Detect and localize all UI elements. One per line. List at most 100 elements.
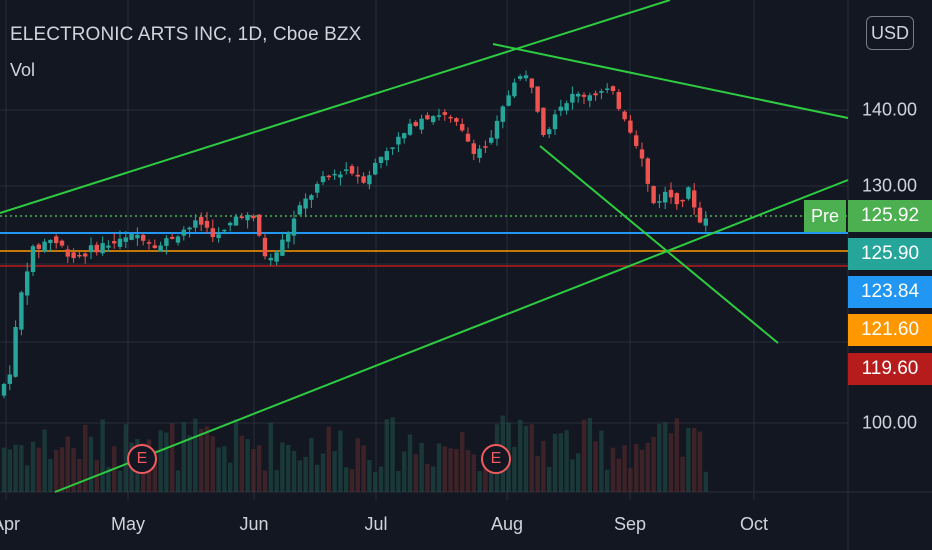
- candle-body: [454, 118, 459, 122]
- volume-bar: [83, 424, 88, 492]
- candle-body: [367, 175, 372, 185]
- candle-body: [639, 149, 645, 159]
- candle-body: [570, 93, 575, 103]
- volume-bar: [570, 459, 575, 492]
- candle-body: [645, 158, 650, 184]
- volume-bar: [25, 465, 30, 492]
- candle-body: [94, 244, 99, 253]
- volume-bar: [106, 467, 111, 492]
- candle-body: [703, 218, 708, 226]
- candle-body: [425, 115, 430, 120]
- volume-bar: [390, 417, 395, 492]
- price-tag-blue: 123.84: [848, 276, 932, 308]
- volume-bar: [657, 424, 662, 492]
- candle-body: [651, 186, 656, 204]
- earnings-marker[interactable]: E: [127, 444, 157, 474]
- candle-body: [222, 229, 227, 232]
- candle-body: [320, 176, 326, 183]
- volume-label: Vol: [10, 60, 36, 80]
- volume-bar: [529, 424, 534, 492]
- volume-bar: [199, 428, 204, 492]
- volume-bar: [541, 440, 546, 492]
- earnings-marker[interactable]: E: [481, 444, 511, 474]
- x-tick-label: Aug: [490, 514, 524, 534]
- trendlines: [0, 0, 849, 493]
- volume-bar: [280, 442, 285, 492]
- candle-body: [599, 91, 604, 93]
- candle-body: [262, 237, 268, 257]
- volume-bar: [523, 425, 529, 492]
- candle-body: [448, 116, 453, 119]
- candle-body: [407, 123, 413, 135]
- candle-body: [610, 86, 616, 92]
- volume-bar: [436, 443, 442, 492]
- candle-body: [268, 257, 273, 261]
- candle-body: [83, 253, 88, 257]
- volume-bar: [222, 446, 227, 492]
- volume-bar: [291, 450, 297, 492]
- volume-bar: [193, 418, 198, 492]
- candle-body: [77, 254, 82, 257]
- volume-bar: [320, 453, 326, 492]
- x-tick-label: Apr: [0, 514, 21, 534]
- candle-body: [564, 103, 569, 111]
- volume-bar: [407, 434, 413, 492]
- candle-body: [152, 245, 157, 249]
- candle-body: [7, 374, 12, 384]
- candle-body: [158, 245, 163, 252]
- volume-bar: [36, 447, 41, 492]
- price-tag-last: 125.90: [848, 238, 932, 270]
- volume-bar: [170, 423, 175, 492]
- volume-bar: [471, 454, 476, 492]
- volume-bar: [123, 424, 128, 492]
- candle-body: [547, 129, 552, 135]
- volume-bar: [349, 469, 355, 492]
- candle-body: [204, 220, 210, 228]
- x-tick-label: Jun: [239, 514, 269, 534]
- volume-bar: [378, 466, 384, 492]
- volume-bar: [344, 467, 349, 492]
- volume-bar: [448, 448, 453, 492]
- volume-bar: [703, 471, 708, 492]
- volume-bar: [431, 466, 436, 492]
- candle-body: [19, 292, 24, 330]
- candle-body: [239, 216, 244, 218]
- premarket-label: Pre: [804, 200, 846, 232]
- candle-body: [657, 201, 662, 203]
- volume-bar: [442, 446, 447, 492]
- candle-body: [622, 111, 627, 120]
- x-tick-label: May: [110, 514, 146, 534]
- volume-bar: [164, 432, 169, 492]
- candle-body: [233, 216, 239, 226]
- volume-bar: [605, 469, 610, 492]
- price-tag-premarket: 125.92: [848, 200, 932, 232]
- volume-bar: [547, 466, 552, 492]
- candle-body: [483, 146, 488, 148]
- candle-body: [419, 118, 424, 130]
- candle-body: [593, 93, 598, 96]
- volume-bar: [686, 428, 691, 492]
- candle-body: [558, 106, 563, 111]
- candle-body: [500, 106, 505, 122]
- candle-body: [674, 193, 679, 205]
- volume-bar: [622, 445, 627, 492]
- currency-button[interactable]: USD: [866, 16, 914, 50]
- candle-body: [529, 78, 534, 88]
- volume-bar: [251, 449, 256, 492]
- candle-body: [576, 93, 581, 97]
- volume-bar: [71, 447, 76, 492]
- volume-bar: [599, 430, 604, 492]
- volume-bar: [413, 454, 418, 492]
- volume-bar: [460, 431, 465, 492]
- price-levels: [0, 215, 848, 267]
- candle-body: [170, 236, 175, 239]
- volume-bar: [13, 444, 18, 492]
- candle-body: [1, 383, 7, 396]
- candle-body: [25, 271, 30, 296]
- candle-body: [697, 207, 703, 223]
- candle-body: [141, 234, 146, 241]
- volume-bar: [610, 447, 616, 492]
- candle-body: [518, 76, 523, 79]
- candles: [1, 70, 708, 399]
